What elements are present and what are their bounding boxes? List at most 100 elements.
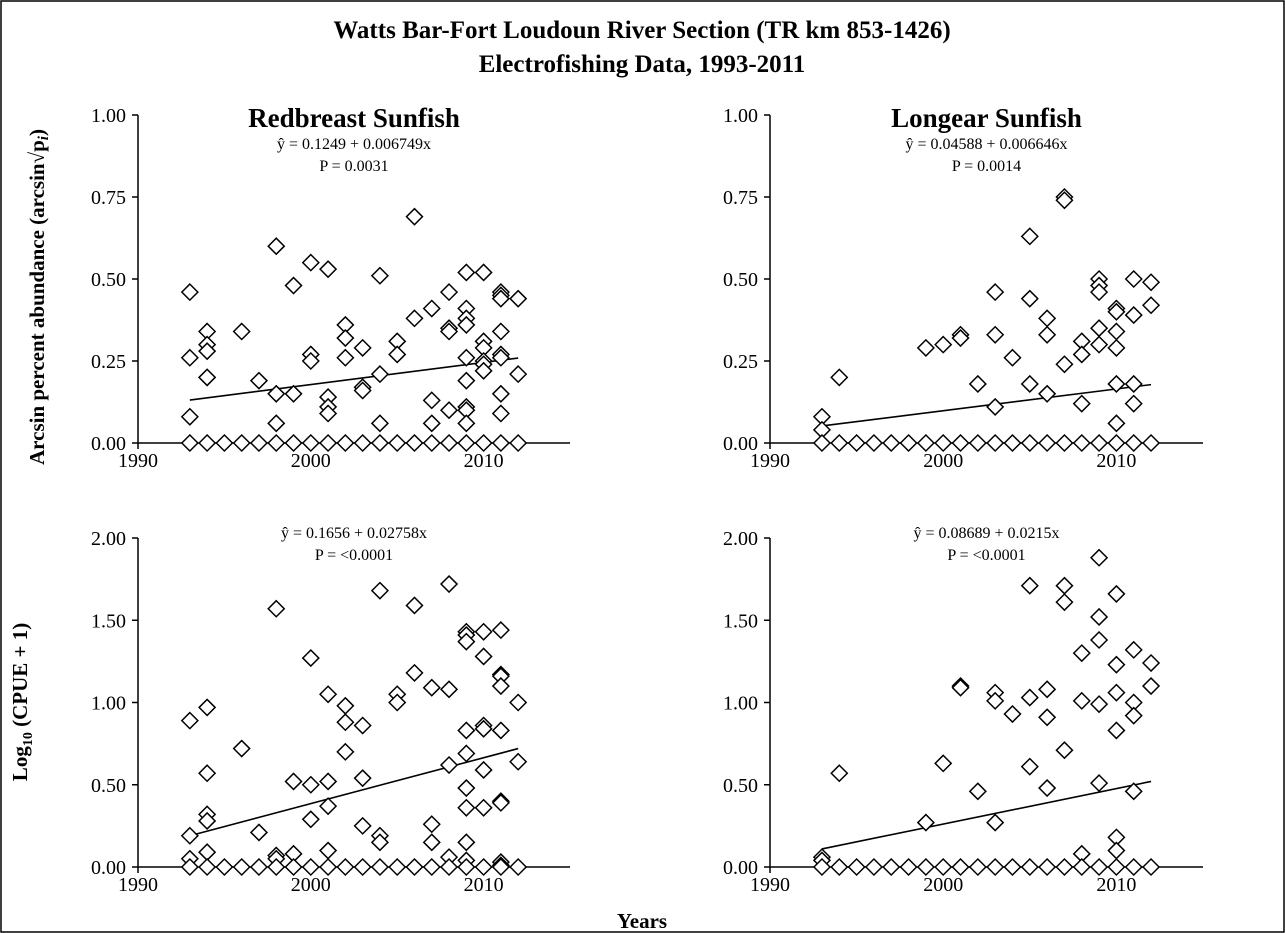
data-point [405, 596, 424, 615]
data-point [1072, 691, 1091, 710]
data-point [1003, 704, 1022, 724]
data-point [249, 371, 269, 390]
data-point [1038, 433, 1057, 453]
data-point [180, 283, 199, 302]
data-point [1072, 857, 1091, 877]
data-point [198, 433, 217, 453]
x-tick-label: 2010 [1096, 450, 1136, 472]
y-tick-label: 1.00 [723, 693, 758, 715]
data-point [1020, 289, 1039, 308]
data-point [1038, 680, 1057, 699]
data-point [1038, 778, 1057, 798]
data-point [830, 433, 849, 453]
y-axis-label-top: Arcsin percent abundance (arcsin√pi) [25, 129, 52, 465]
data-point [319, 433, 338, 453]
data-point [1141, 433, 1161, 453]
data-point [353, 857, 372, 877]
data-point [180, 857, 199, 877]
data-point [198, 698, 217, 717]
data-point [1107, 414, 1126, 433]
data-point [457, 263, 476, 282]
data-point [1003, 857, 1022, 877]
data-point [1124, 306, 1143, 325]
data-point [491, 384, 510, 403]
data-point [474, 622, 493, 641]
x-tick-label: 2000 [923, 874, 963, 896]
y-tick-label: 2.00 [723, 528, 758, 550]
data-point [215, 433, 234, 453]
data-point [422, 815, 441, 834]
data-point [916, 433, 935, 453]
data-point [1141, 296, 1161, 315]
data-point [986, 397, 1005, 416]
data-point [319, 772, 338, 791]
panel-top-right: 0.00 0.25 0.50 0.75 1.00 1990 2000 2010 Longear … [723, 103, 1203, 472]
data-point [180, 433, 199, 453]
data-point [1038, 384, 1057, 403]
data-point [1107, 655, 1126, 674]
data-point [509, 365, 528, 384]
y-tick-label: 0.75 [723, 187, 758, 209]
data-point [916, 338, 935, 357]
data-point [474, 719, 493, 738]
data-point [491, 433, 510, 453]
data-point [986, 283, 1005, 302]
y-tick-label: 0.50 [91, 775, 126, 797]
data-point [457, 857, 476, 877]
data-point [422, 299, 441, 318]
data-point [830, 764, 849, 783]
data-point [934, 335, 953, 354]
data-point [474, 798, 493, 817]
data-point [1090, 335, 1109, 354]
data-point [439, 401, 459, 420]
data-point [916, 857, 935, 877]
data-point [1055, 741, 1074, 760]
data-point [422, 391, 441, 410]
regression-equation: ŷ = 0.08689 + 0.0215x [913, 525, 1059, 542]
data-point [1090, 548, 1109, 567]
data-point [180, 826, 199, 845]
y-tick-label: 0.25 [723, 351, 758, 373]
data-point [1020, 576, 1039, 595]
data-point [1124, 706, 1143, 725]
x-tick-label: 1990 [118, 874, 158, 896]
x-tick-label: 2010 [464, 874, 504, 896]
data-point [916, 813, 935, 832]
y-tick-label: 1.00 [723, 105, 758, 127]
data-point [474, 433, 493, 453]
data-point [457, 371, 476, 390]
data-point [1055, 593, 1074, 612]
data-point [830, 368, 849, 387]
data-point [491, 793, 510, 812]
p-value: P = 0.0014 [952, 158, 1021, 175]
data-point [1055, 857, 1074, 877]
data-point [986, 433, 1005, 453]
data-point [422, 433, 441, 453]
data-point [812, 857, 832, 877]
data-point [986, 857, 1005, 877]
data-point [491, 289, 510, 308]
data-point [249, 857, 269, 877]
data-point [439, 857, 459, 877]
data-point [336, 713, 355, 732]
data-point [439, 283, 459, 302]
data-point [1038, 325, 1057, 344]
data-point [1038, 857, 1057, 877]
data-point [353, 433, 372, 453]
data-point [267, 433, 286, 453]
data-point [986, 325, 1005, 344]
data-point [301, 857, 320, 877]
data-point [267, 414, 286, 433]
y-tick-label: 0.00 [91, 857, 126, 879]
data-point [474, 857, 493, 877]
figure-title-line2: Electrofishing Data, 1993-2011 [479, 51, 806, 78]
data-point [301, 351, 320, 371]
data-point [267, 857, 286, 877]
data-point [1020, 433, 1039, 453]
data-point [388, 345, 407, 364]
data-point [1090, 857, 1109, 877]
data-point [353, 716, 372, 735]
data-point [439, 680, 459, 699]
data-point [491, 676, 510, 696]
data-point [457, 833, 476, 852]
